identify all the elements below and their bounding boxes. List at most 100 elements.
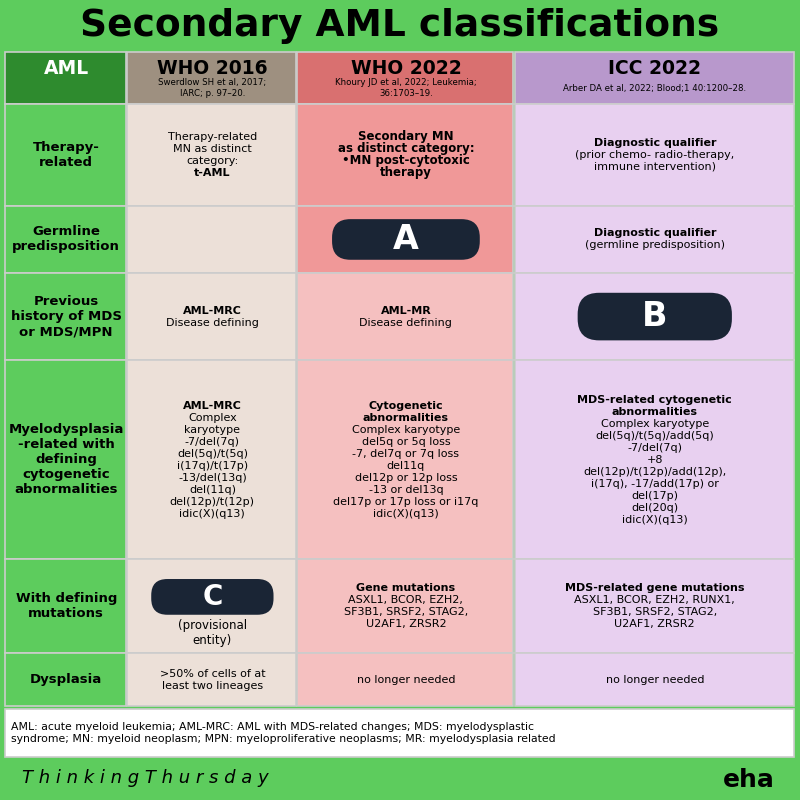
Bar bbox=[127, 360, 296, 559]
Bar bbox=[127, 654, 296, 706]
Text: ASXL1, BCOR, EZH2, RUNX1,: ASXL1, BCOR, EZH2, RUNX1, bbox=[574, 595, 735, 606]
Text: >50% of cells of at: >50% of cells of at bbox=[159, 669, 265, 678]
Text: i(17q)/t(17p): i(17q)/t(17p) bbox=[177, 461, 248, 470]
Text: Cytogenetic: Cytogenetic bbox=[369, 401, 443, 410]
Text: del(17p): del(17p) bbox=[631, 490, 678, 501]
Text: i(17q), -17/add(17p) or: i(17q), -17/add(17p) or bbox=[591, 478, 718, 489]
Text: (provisional
entity): (provisional entity) bbox=[178, 618, 247, 646]
Text: WHO 2016: WHO 2016 bbox=[157, 58, 268, 78]
Bar bbox=[298, 654, 513, 706]
Text: T h i n k i n g T h u r s d a y: T h i n k i n g T h u r s d a y bbox=[22, 769, 269, 787]
Text: SF3B1, SRSF2, STAG2,: SF3B1, SRSF2, STAG2, bbox=[344, 607, 468, 618]
Text: del(20q): del(20q) bbox=[631, 502, 678, 513]
Text: MDS-related cytogenetic: MDS-related cytogenetic bbox=[578, 394, 732, 405]
Bar bbox=[298, 206, 513, 274]
Text: abnormalities: abnormalities bbox=[363, 413, 449, 422]
Text: del(12p)/t(12p)/add(12p),: del(12p)/t(12p)/add(12p), bbox=[583, 466, 726, 477]
Bar bbox=[514, 559, 794, 654]
Text: therapy: therapy bbox=[380, 166, 432, 179]
Bar bbox=[514, 360, 794, 559]
Text: Diagnostic qualifier: Diagnostic qualifier bbox=[594, 229, 716, 238]
Text: ASXL1, BCOR, EZH2,: ASXL1, BCOR, EZH2, bbox=[349, 595, 463, 606]
Text: Arber DA et al, 2022; Blood;1 40:1200–28.: Arber DA et al, 2022; Blood;1 40:1200–28… bbox=[563, 83, 746, 93]
Text: MDS-related gene mutations: MDS-related gene mutations bbox=[565, 583, 745, 594]
Text: del(5q)/t(5q): del(5q)/t(5q) bbox=[177, 449, 248, 458]
FancyBboxPatch shape bbox=[332, 219, 480, 260]
Bar bbox=[298, 360, 513, 559]
Text: del(11q): del(11q) bbox=[189, 485, 236, 494]
Text: idic(X)(q13): idic(X)(q13) bbox=[179, 509, 246, 518]
Text: Dysplasia: Dysplasia bbox=[30, 673, 102, 686]
Text: AML-MRC: AML-MRC bbox=[183, 401, 242, 410]
Text: Disease defining: Disease defining bbox=[359, 318, 452, 327]
Bar bbox=[514, 274, 794, 360]
Text: del17p or 17p loss or i17q: del17p or 17p loss or i17q bbox=[334, 497, 478, 506]
Text: Disease defining: Disease defining bbox=[166, 318, 259, 327]
Text: least two lineages: least two lineages bbox=[162, 681, 263, 690]
Text: Secondary MN: Secondary MN bbox=[358, 130, 454, 143]
Text: Swerdlow SH et al, 2017;
IARC; p. 97–20.: Swerdlow SH et al, 2017; IARC; p. 97–20. bbox=[158, 78, 266, 98]
Text: del11q: del11q bbox=[387, 461, 425, 470]
Bar bbox=[298, 104, 513, 206]
Bar bbox=[298, 559, 513, 654]
Text: as distinct category:: as distinct category: bbox=[338, 142, 474, 155]
Text: U2AF1, ZRSR2: U2AF1, ZRSR2 bbox=[366, 619, 446, 630]
Text: •MN post-cytotoxic: •MN post-cytotoxic bbox=[342, 154, 470, 167]
Text: WHO 2022: WHO 2022 bbox=[350, 58, 462, 78]
Bar bbox=[5, 709, 794, 757]
Text: Secondary AML classifications: Secondary AML classifications bbox=[81, 8, 719, 44]
Text: Complex karyotype: Complex karyotype bbox=[601, 418, 709, 429]
Text: (germline predisposition): (germline predisposition) bbox=[585, 241, 725, 250]
Text: -13/del(13q): -13/del(13q) bbox=[178, 473, 246, 482]
Bar bbox=[5, 206, 126, 274]
Text: del5q or 5q loss: del5q or 5q loss bbox=[362, 437, 450, 446]
Bar bbox=[5, 360, 126, 559]
Text: Diagnostic qualifier: Diagnostic qualifier bbox=[594, 138, 716, 148]
Bar bbox=[5, 654, 126, 706]
Text: AML: AML bbox=[43, 58, 89, 78]
Text: t-AML: t-AML bbox=[194, 168, 230, 178]
Text: SF3B1, SRSF2, STAG2,: SF3B1, SRSF2, STAG2, bbox=[593, 607, 717, 618]
Text: Khoury JD et al, 2022; Leukemia;
36:1703–19.: Khoury JD et al, 2022; Leukemia; 36:1703… bbox=[335, 78, 477, 98]
Bar bbox=[127, 274, 296, 360]
Text: Previous
history of MDS
or MDS/MPN: Previous history of MDS or MDS/MPN bbox=[10, 295, 122, 338]
Text: C: C bbox=[202, 583, 222, 611]
Bar bbox=[514, 654, 794, 706]
Bar bbox=[514, 52, 794, 104]
Text: immune intervention): immune intervention) bbox=[594, 162, 716, 172]
Text: -7/del(7q): -7/del(7q) bbox=[627, 442, 682, 453]
Bar bbox=[514, 104, 794, 206]
Text: -7, del7q or 7q loss: -7, del7q or 7q loss bbox=[353, 449, 459, 458]
Text: Germline
predisposition: Germline predisposition bbox=[12, 226, 120, 254]
Text: ICC 2022: ICC 2022 bbox=[608, 58, 702, 78]
Bar bbox=[5, 52, 126, 104]
Text: +8: +8 bbox=[646, 454, 663, 465]
Bar bbox=[5, 559, 126, 654]
Text: idic(X)(q13): idic(X)(q13) bbox=[373, 509, 438, 518]
Text: Gene mutations: Gene mutations bbox=[356, 583, 455, 594]
Bar bbox=[298, 274, 513, 360]
Text: idic(X)(q13): idic(X)(q13) bbox=[622, 514, 688, 525]
Text: U2AF1, ZRSR2: U2AF1, ZRSR2 bbox=[614, 619, 695, 630]
FancyBboxPatch shape bbox=[578, 293, 732, 340]
Bar bbox=[127, 104, 296, 206]
Bar bbox=[127, 559, 296, 654]
Bar bbox=[298, 52, 513, 104]
Bar bbox=[127, 206, 296, 274]
Text: Complex: Complex bbox=[188, 413, 237, 422]
Bar bbox=[514, 206, 794, 274]
FancyBboxPatch shape bbox=[151, 579, 274, 614]
Text: del(5q)/t(5q)/add(5q): del(5q)/t(5q)/add(5q) bbox=[595, 430, 714, 441]
Text: AML-MR: AML-MR bbox=[381, 306, 431, 315]
Text: AML-MRC: AML-MRC bbox=[183, 306, 242, 315]
Text: (prior chemo- radio-therapy,: (prior chemo- radio-therapy, bbox=[575, 150, 734, 160]
Text: no longer needed: no longer needed bbox=[606, 674, 704, 685]
Text: AML: acute myeloid leukemia; AML-MRC: AML with MDS-related changes; MDS: myelody: AML: acute myeloid leukemia; AML-MRC: AM… bbox=[11, 722, 556, 744]
Bar bbox=[5, 274, 126, 360]
Text: no longer needed: no longer needed bbox=[357, 674, 455, 685]
Text: -7/del(7q): -7/del(7q) bbox=[185, 437, 240, 446]
Text: MN as distinct: MN as distinct bbox=[173, 144, 252, 154]
Text: Therapy-
related: Therapy- related bbox=[33, 141, 100, 169]
Bar bbox=[5, 104, 126, 206]
Text: A: A bbox=[393, 223, 419, 256]
